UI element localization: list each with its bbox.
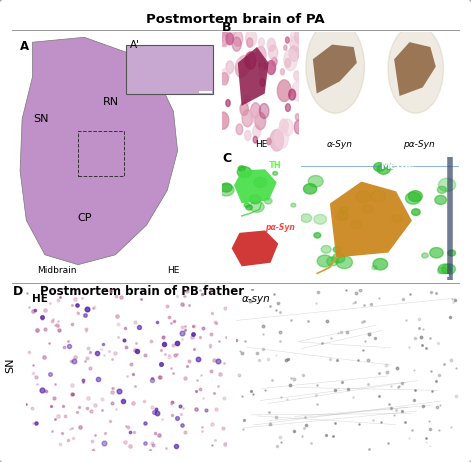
Circle shape [294, 120, 303, 134]
Circle shape [294, 29, 304, 43]
Text: Midbrain: Midbrain [37, 266, 76, 274]
Text: HE: HE [167, 266, 179, 274]
Circle shape [268, 38, 276, 51]
Circle shape [333, 247, 341, 253]
Circle shape [238, 166, 245, 171]
Circle shape [232, 37, 241, 51]
Circle shape [374, 163, 385, 171]
Circle shape [283, 119, 293, 136]
Circle shape [422, 253, 428, 258]
Circle shape [242, 109, 253, 127]
Circle shape [392, 214, 402, 223]
Circle shape [371, 191, 385, 202]
Circle shape [373, 258, 388, 270]
Circle shape [256, 47, 266, 62]
Circle shape [442, 264, 455, 274]
Circle shape [303, 184, 317, 194]
Circle shape [218, 112, 229, 129]
Circle shape [435, 195, 447, 204]
Bar [126, 45, 213, 94]
Circle shape [247, 38, 253, 48]
Circle shape [326, 257, 338, 266]
Circle shape [314, 233, 321, 238]
Circle shape [295, 114, 300, 120]
Text: pα-Syn: pα-Syn [403, 140, 435, 149]
Text: CP: CP [77, 213, 91, 223]
Circle shape [277, 80, 291, 102]
Text: HE: HE [32, 294, 48, 304]
Polygon shape [394, 42, 436, 96]
Circle shape [240, 102, 248, 116]
Circle shape [406, 192, 421, 204]
Circle shape [267, 61, 276, 74]
Circle shape [254, 177, 267, 188]
Circle shape [280, 119, 288, 133]
Circle shape [246, 29, 257, 47]
Text: pα-Syn: pα-Syn [265, 223, 295, 231]
Circle shape [270, 129, 284, 151]
Circle shape [294, 71, 300, 80]
Circle shape [272, 57, 277, 66]
Circle shape [236, 57, 247, 74]
Circle shape [267, 138, 271, 145]
Circle shape [285, 37, 289, 43]
Circle shape [362, 205, 373, 213]
Circle shape [439, 178, 455, 191]
Circle shape [280, 69, 284, 75]
Circle shape [244, 95, 251, 104]
Circle shape [275, 127, 288, 149]
Circle shape [233, 31, 243, 46]
Circle shape [222, 38, 228, 47]
Circle shape [439, 264, 451, 274]
Circle shape [251, 103, 260, 118]
Circle shape [250, 107, 260, 122]
Polygon shape [234, 169, 276, 203]
Circle shape [289, 89, 296, 100]
Circle shape [314, 214, 326, 224]
Circle shape [292, 81, 304, 101]
Circle shape [252, 125, 261, 138]
Circle shape [220, 73, 228, 85]
Circle shape [220, 183, 232, 192]
Circle shape [244, 203, 250, 207]
Circle shape [340, 207, 349, 213]
Circle shape [291, 27, 303, 46]
Circle shape [268, 45, 278, 60]
Circle shape [237, 167, 252, 177]
Circle shape [264, 198, 272, 204]
Text: A: A [20, 40, 29, 53]
Circle shape [245, 52, 256, 69]
Circle shape [408, 191, 422, 201]
Text: Postmortem brain of PA: Postmortem brain of PA [146, 13, 325, 26]
Circle shape [246, 205, 252, 210]
Circle shape [260, 103, 269, 118]
Circle shape [372, 266, 377, 269]
Circle shape [219, 184, 234, 196]
Polygon shape [20, 37, 178, 265]
Text: SN: SN [5, 357, 16, 373]
Text: C: C [222, 152, 231, 164]
Circle shape [226, 61, 234, 73]
Text: Merge: Merge [381, 161, 415, 171]
Text: TH: TH [269, 161, 282, 170]
Circle shape [222, 25, 234, 43]
Circle shape [260, 78, 265, 86]
Circle shape [259, 68, 264, 77]
Polygon shape [313, 44, 357, 93]
Circle shape [438, 267, 447, 274]
Text: α-Syn: α-Syn [327, 140, 353, 149]
Circle shape [284, 45, 287, 50]
Circle shape [437, 186, 447, 194]
Circle shape [430, 248, 443, 258]
Circle shape [291, 203, 296, 207]
Circle shape [226, 33, 234, 45]
Circle shape [333, 253, 345, 263]
Circle shape [236, 124, 243, 134]
Circle shape [236, 60, 247, 78]
Circle shape [226, 100, 230, 106]
Text: Postmortem brain of PB father: Postmortem brain of PB father [40, 285, 244, 298]
Text: D: D [13, 285, 24, 298]
Circle shape [237, 60, 243, 68]
Circle shape [289, 46, 299, 61]
